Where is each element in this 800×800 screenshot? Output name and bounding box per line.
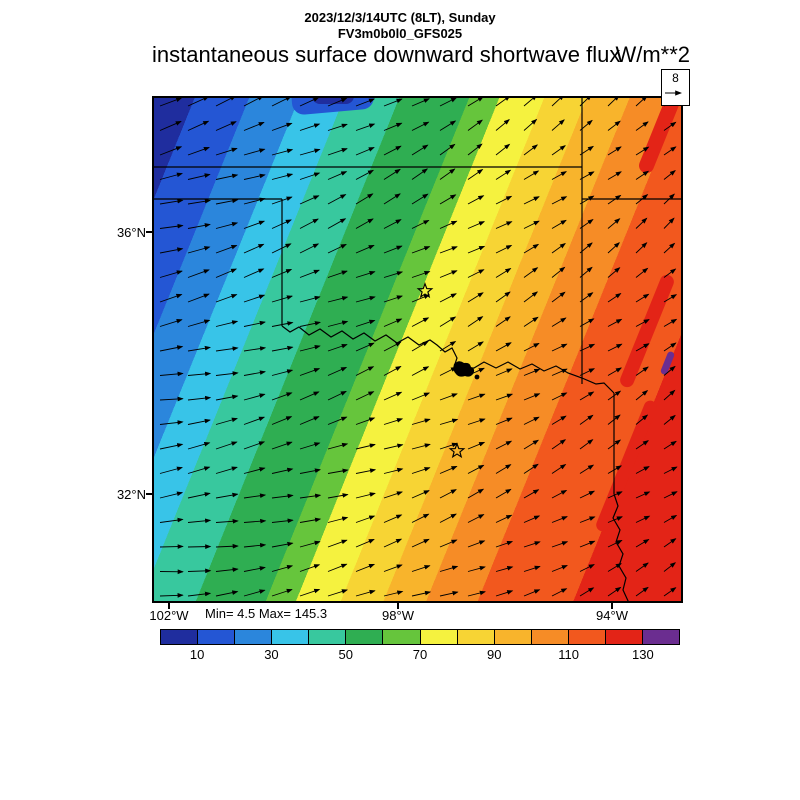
colorbar-segment bbox=[271, 630, 309, 644]
header-model: FV3m0b0l0_GFS025 bbox=[337, 26, 463, 41]
colorbar-tick-label: 10 bbox=[189, 647, 205, 662]
star-marker-icon bbox=[448, 442, 466, 459]
vector-reference-box: 8 bbox=[661, 69, 690, 106]
lon-tick bbox=[611, 603, 613, 609]
lat-label-32n: 32°N bbox=[116, 487, 146, 502]
vector-reference-value: 8 bbox=[672, 71, 679, 85]
lake-shape bbox=[453, 361, 475, 377]
star-marker-icon bbox=[416, 282, 434, 299]
map-overlay bbox=[154, 98, 681, 601]
colorbar-segment bbox=[493, 630, 531, 644]
colorbar-tick-label: 30 bbox=[264, 647, 279, 662]
colorbar-segment bbox=[197, 630, 235, 644]
minmax-text: Min= 4.5 Max= 145.3 bbox=[205, 606, 328, 621]
colorbar-tick-label: 90 bbox=[487, 647, 502, 662]
colorbar-segment bbox=[567, 630, 605, 644]
lon-label-102w: 102°W bbox=[149, 608, 189, 623]
header-datetime: 2023/12/3/14UTC (8LT), Sunday bbox=[304, 10, 496, 25]
colorbar-tick-label: 50 bbox=[338, 647, 353, 662]
colorbar-segment bbox=[530, 630, 568, 644]
colorbar-segment bbox=[419, 630, 457, 644]
colorbar-segment bbox=[161, 630, 198, 644]
colorbar-segment bbox=[345, 630, 383, 644]
plot-units-label: W/m**2 bbox=[615, 42, 690, 67]
lon-label-94w: 94°W bbox=[596, 608, 628, 623]
vector-reference-arrow-icon bbox=[665, 90, 682, 96]
colorbar-segment bbox=[308, 630, 346, 644]
colorbar-segment bbox=[604, 630, 643, 644]
colorbar-tick-label: 70 bbox=[412, 647, 428, 662]
lat-label-36n: 36°N bbox=[116, 225, 146, 240]
colorbar-segments bbox=[160, 629, 680, 645]
colorbar-segment bbox=[642, 630, 680, 644]
river-border bbox=[281, 325, 615, 394]
lat-tick bbox=[146, 493, 152, 495]
colorbar-segment bbox=[456, 630, 494, 644]
wind-vectors bbox=[159, 98, 678, 598]
lake-dot bbox=[474, 374, 480, 380]
lon-tick bbox=[397, 603, 399, 609]
colorbar-segment bbox=[234, 630, 272, 644]
colorbar-tick-label: 110 bbox=[558, 647, 579, 662]
lon-tick bbox=[168, 603, 170, 609]
lat-tick bbox=[146, 231, 152, 233]
state-borders bbox=[154, 98, 681, 601]
colorbar-tick-label: 130 bbox=[631, 647, 654, 662]
flux-patch-navy bbox=[312, 98, 354, 104]
colorbar-labels: 10 30 50 70 90 110 130 bbox=[160, 647, 680, 663]
plot-title: instantaneous surface downward shortwave… bbox=[152, 42, 621, 67]
map-frame bbox=[152, 96, 683, 603]
lon-label-98w: 98°W bbox=[382, 608, 414, 623]
colorbar-segment bbox=[382, 630, 420, 644]
